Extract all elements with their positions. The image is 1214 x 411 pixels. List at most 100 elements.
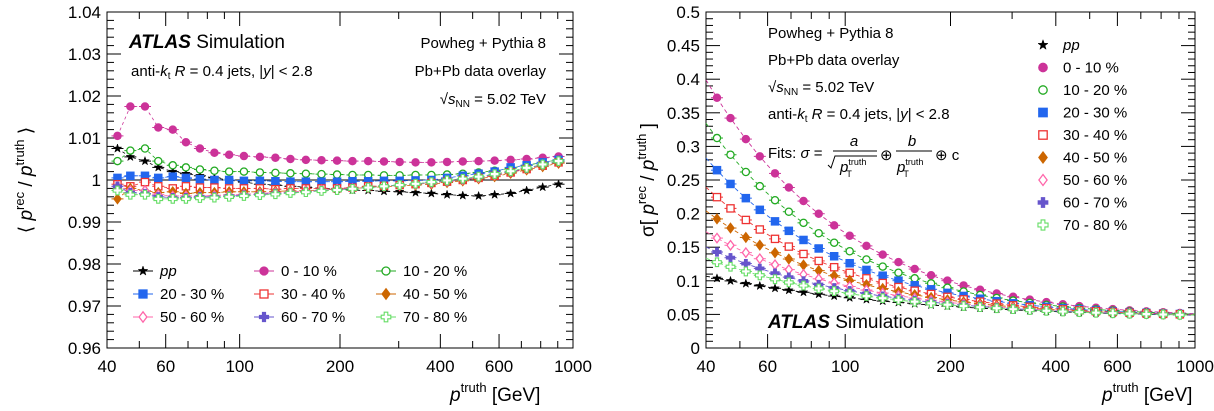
right-point	[784, 253, 794, 265]
right-point	[726, 113, 735, 123]
left-legend-label: 60 - 70 %	[281, 309, 345, 326]
left-legend-label: 40 - 50 %	[403, 286, 467, 303]
left-point	[457, 173, 468, 184]
right-fits-label: Fits: σ =	[768, 145, 823, 162]
right-point	[813, 288, 824, 299]
right-point	[770, 195, 780, 205]
left-point	[490, 156, 499, 165]
left-point	[181, 194, 191, 204]
right-point	[712, 133, 722, 143]
left-legend-label: 50 - 60 %	[160, 309, 224, 326]
right-point	[799, 196, 808, 206]
right-legend-label: 40 - 50 %	[1063, 150, 1127, 167]
left-point	[301, 169, 311, 178]
right-point	[894, 257, 903, 267]
left-point	[140, 144, 150, 153]
left-point	[271, 177, 280, 186]
left-legend-item: 60 - 70 %	[254, 309, 345, 326]
right-xtick-label: 40	[697, 357, 716, 376]
left-legend-marker	[259, 289, 269, 299]
right-point	[725, 261, 736, 272]
right-legend-marker	[1038, 62, 1048, 73]
right-fit-oplus-1: ⊕	[880, 147, 893, 164]
right-point	[909, 296, 920, 307]
right-jets-label: anti-kt R = 0.4 jets, |y| < 2.8	[768, 106, 950, 125]
right-legend-item: pp	[1037, 37, 1080, 54]
left-xtick-label: 1000	[554, 357, 592, 376]
right-ytick-label: 0.2	[676, 205, 700, 224]
right-ylabel: σ[ prec / ptruth ]	[634, 123, 659, 237]
left-legend-item: 50 - 60 %	[133, 309, 224, 326]
left-ytick-label: 0.97	[68, 297, 101, 316]
right-point	[755, 252, 765, 265]
left-point	[521, 185, 532, 195]
right-point	[799, 259, 808, 271]
left-legend-item: 30 - 40 %	[254, 286, 345, 303]
right-point	[829, 221, 839, 230]
left-xtick-label: 600	[485, 357, 513, 376]
left-point	[395, 157, 404, 167]
left-ytick-label: 0.98	[68, 255, 101, 274]
left-point	[332, 185, 342, 195]
right-point	[784, 226, 794, 236]
left-legend-marker	[381, 266, 391, 276]
right-point	[712, 192, 722, 202]
right-xtick-label: 100	[831, 357, 859, 376]
right-point	[784, 242, 794, 251]
left-xtick-label: 40	[98, 357, 117, 376]
left-legend-marker	[137, 265, 149, 276]
right-point	[829, 286, 840, 297]
left-point	[286, 169, 295, 178]
left-point	[271, 168, 280, 178]
left-legend-marker	[138, 310, 148, 324]
left-atlas-label: ATLAS Simulation	[128, 32, 285, 53]
right-point	[712, 257, 722, 268]
left-point	[224, 167, 234, 176]
right-point	[1008, 304, 1018, 315]
right-point	[755, 181, 765, 191]
left-point	[140, 177, 150, 187]
right-legend-marker	[1038, 85, 1048, 95]
right-point	[1024, 305, 1035, 315]
right-point	[754, 280, 765, 291]
left-point	[255, 190, 265, 200]
right-legend-item: 10 - 20 %	[1038, 82, 1127, 99]
right-point	[726, 204, 735, 213]
left-legend-label: pp	[159, 263, 177, 280]
left-point	[112, 143, 123, 153]
right-xlabel: ptruth [GeV]	[1101, 380, 1192, 406]
left-point	[458, 157, 468, 166]
right-legend-marker	[1038, 150, 1048, 165]
right-point	[862, 265, 871, 275]
right-point	[1057, 306, 1068, 317]
right-point	[770, 274, 780, 285]
right-legend-item: 70 - 80 %	[1037, 217, 1127, 234]
right-legend-item: 20 - 30 %	[1038, 105, 1127, 122]
right-xtick-label: 200	[936, 357, 964, 376]
left-point	[239, 191, 249, 201]
right-ytick-label: 0.45	[667, 37, 700, 56]
left-series-8	[111, 156, 565, 204]
left-point	[140, 102, 150, 111]
right-point	[958, 301, 969, 311]
left-point	[426, 188, 437, 198]
left-generator-label: Powheg + Pythia 8	[420, 35, 546, 52]
left-point	[153, 194, 164, 204]
right-legend-label: 30 - 40 %	[1063, 127, 1127, 144]
right-point	[943, 276, 952, 285]
left-point	[126, 102, 135, 111]
right-xtick-label: 1000	[1176, 357, 1214, 376]
left-point	[332, 170, 342, 179]
right-point	[783, 285, 794, 295]
left-point	[286, 154, 295, 164]
left-point	[332, 156, 342, 165]
left-point	[442, 189, 453, 199]
right-point	[975, 302, 985, 313]
left-ytick-label: 1.04	[68, 3, 101, 22]
left-point	[113, 156, 122, 166]
right-legend-marker	[1038, 107, 1048, 118]
right-legend-item: 60 - 70 %	[1037, 195, 1127, 212]
left-point	[224, 150, 234, 160]
left-ytick-label: 0.96	[68, 339, 101, 358]
